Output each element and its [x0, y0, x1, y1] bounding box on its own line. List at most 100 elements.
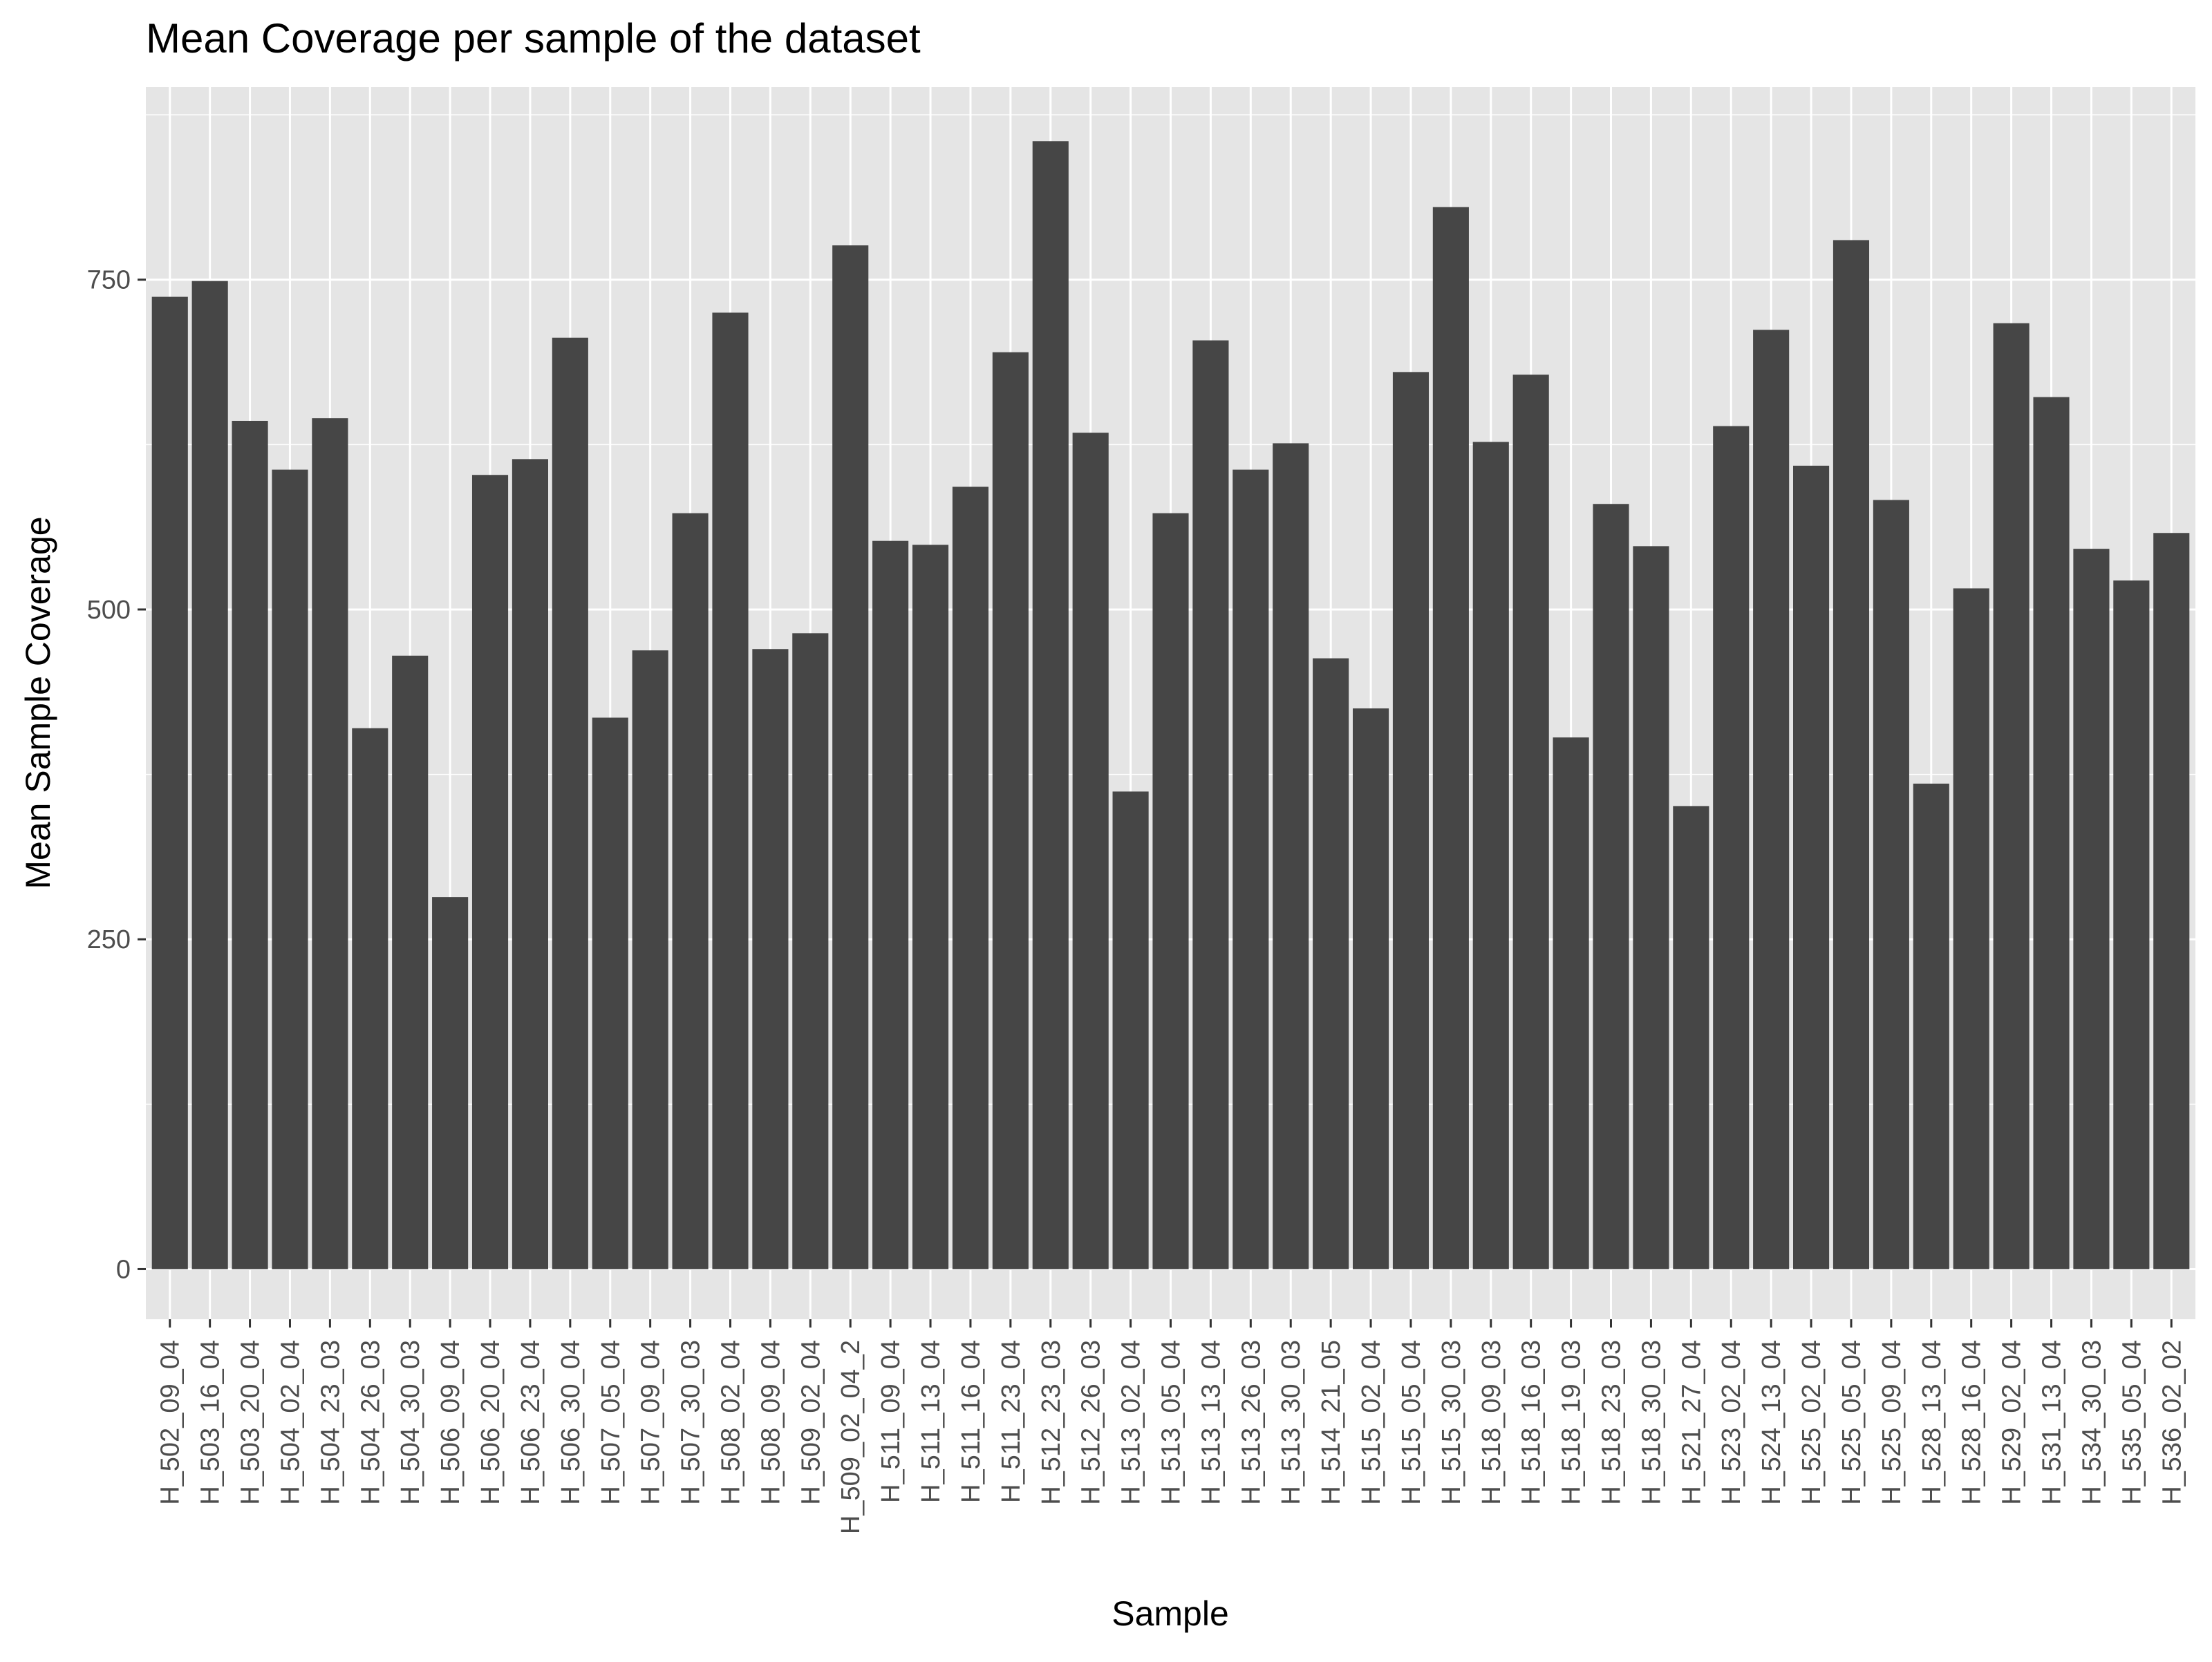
bar — [1873, 500, 1909, 1269]
x-tick-label: H_518_16_03 — [1517, 1340, 1546, 1505]
x-tick-label: H_504_26_03 — [356, 1340, 385, 1505]
bar — [1072, 433, 1109, 1269]
x-tick-label: H_506_20_04 — [476, 1340, 505, 1505]
bar — [191, 281, 228, 1269]
x-tick-label: H_507_05_04 — [597, 1340, 626, 1505]
bar — [672, 513, 709, 1269]
x-tick-label: H_512_23_03 — [1037, 1340, 1066, 1505]
x-tick-label: H_511_09_04 — [877, 1340, 906, 1503]
bar — [1633, 546, 1669, 1269]
bar — [952, 487, 989, 1269]
bar — [552, 337, 588, 1269]
bar — [232, 420, 268, 1269]
bar — [432, 897, 469, 1269]
x-tick-label: H_515_05_04 — [1397, 1340, 1426, 1505]
x-tick-label: H_535_05_04 — [2117, 1340, 2146, 1505]
bar — [1352, 708, 1389, 1269]
x-tick-label: H_508_09_04 — [756, 1340, 785, 1505]
x-tick-label: H_525_09_04 — [1877, 1340, 1906, 1505]
bar — [2033, 397, 2070, 1269]
bar — [312, 418, 348, 1269]
x-tick-label: H_504_30_03 — [396, 1340, 425, 1505]
x-tick-label: H_511_16_04 — [957, 1340, 986, 1503]
bar — [2113, 580, 2150, 1269]
chart-title: Mean Coverage per sample of the dataset — [146, 15, 921, 62]
bar — [151, 296, 188, 1269]
bar — [471, 475, 509, 1269]
x-tick-label: H_513_05_04 — [1157, 1340, 1186, 1505]
bar — [1112, 791, 1149, 1269]
bar — [1472, 442, 1509, 1269]
bar — [1432, 207, 1469, 1269]
bar — [712, 312, 749, 1269]
bar — [1913, 783, 1949, 1269]
x-tick-label: H_528_16_04 — [1958, 1340, 1987, 1505]
x-tick-label: H_506_23_04 — [516, 1340, 545, 1505]
bar — [352, 728, 388, 1269]
bar — [1753, 330, 1790, 1269]
x-axis-title: Sample — [1112, 1594, 1229, 1633]
x-tick-label: H_506_09_04 — [436, 1340, 465, 1505]
x-tick-label: H_503_20_04 — [236, 1340, 265, 1505]
x-tick-label: H_513_13_04 — [1197, 1340, 1226, 1505]
x-tick-label: H_536_02_02 — [2157, 1340, 2186, 1505]
x-tick-label: H_525_05_04 — [1837, 1340, 1866, 1505]
x-tick-label: H_504_02_04 — [276, 1340, 305, 1505]
bar — [792, 633, 829, 1269]
bars — [151, 141, 2190, 1269]
x-tick-label: H_513_02_04 — [1117, 1340, 1146, 1505]
x-tick-label: H_524_13_04 — [1757, 1340, 1786, 1505]
bar — [1713, 426, 1750, 1269]
bar — [1313, 658, 1349, 1269]
bar — [2153, 533, 2190, 1269]
bar — [832, 245, 869, 1269]
bar — [1593, 504, 1629, 1269]
bar — [752, 649, 789, 1269]
x-tick-label: H_525_02_04 — [1797, 1340, 1826, 1505]
bar — [1993, 323, 2030, 1269]
x-tick-label: H_518_23_03 — [1597, 1340, 1627, 1505]
x-tick-label: H_508_02_04 — [716, 1340, 745, 1505]
bar — [632, 650, 668, 1269]
x-tick-label: H_521_27_04 — [1677, 1340, 1706, 1505]
x-tick-label: H_518_30_03 — [1637, 1340, 1666, 1505]
bar — [392, 655, 429, 1269]
x-tick-label: H_523_02_04 — [1717, 1340, 1746, 1505]
bar — [1152, 513, 1189, 1269]
x-tick-label: H_503_16_04 — [196, 1340, 225, 1505]
bar — [1273, 443, 1309, 1269]
x-tick-label: H_528_13_04 — [1918, 1340, 1947, 1505]
x-tick-label: H_507_09_04 — [637, 1340, 666, 1505]
y-tick-label: 750 — [87, 266, 131, 295]
x-axis: H_502_09_04 H_503_16_04 H_503_20_04 H_504_0… — [156, 1319, 2186, 1534]
x-tick-label: H_529_02_04 — [1998, 1340, 2027, 1505]
x-tick-label: H_511_13_04 — [917, 1340, 946, 1503]
y-tick-label: 500 — [87, 596, 131, 625]
bar — [872, 540, 909, 1269]
bar — [912, 545, 949, 1269]
x-tick-label: H_518_19_03 — [1557, 1340, 1586, 1505]
x-tick-label: H_534_30_03 — [2077, 1340, 2106, 1505]
y-axis-title: Mean Sample Coverage — [19, 516, 57, 889]
y-tick-label: 0 — [116, 1255, 131, 1284]
bar — [1953, 588, 1989, 1269]
x-tick-label: H_531_13_04 — [2038, 1340, 2067, 1505]
x-tick-label: H_507_30_03 — [677, 1340, 706, 1505]
x-tick-label: H_514_21_05 — [1317, 1340, 1346, 1505]
bar — [1793, 465, 1830, 1269]
bar — [512, 459, 548, 1269]
y-tick-label: 250 — [87, 925, 131, 954]
x-tick-label: H_512_26_03 — [1077, 1340, 1106, 1505]
bar — [592, 717, 628, 1269]
bar — [1833, 240, 1870, 1269]
bar — [2073, 549, 2110, 1269]
bar — [272, 469, 308, 1269]
x-tick-label: H_513_30_03 — [1277, 1340, 1306, 1505]
x-tick-label: H_518_09_03 — [1477, 1340, 1506, 1505]
bar — [1553, 737, 1589, 1269]
x-tick-label: H_513_26_03 — [1237, 1340, 1266, 1505]
x-tick-label: H_506_30_04 — [556, 1340, 585, 1505]
x-tick-label: H_515_02_04 — [1357, 1340, 1386, 1505]
